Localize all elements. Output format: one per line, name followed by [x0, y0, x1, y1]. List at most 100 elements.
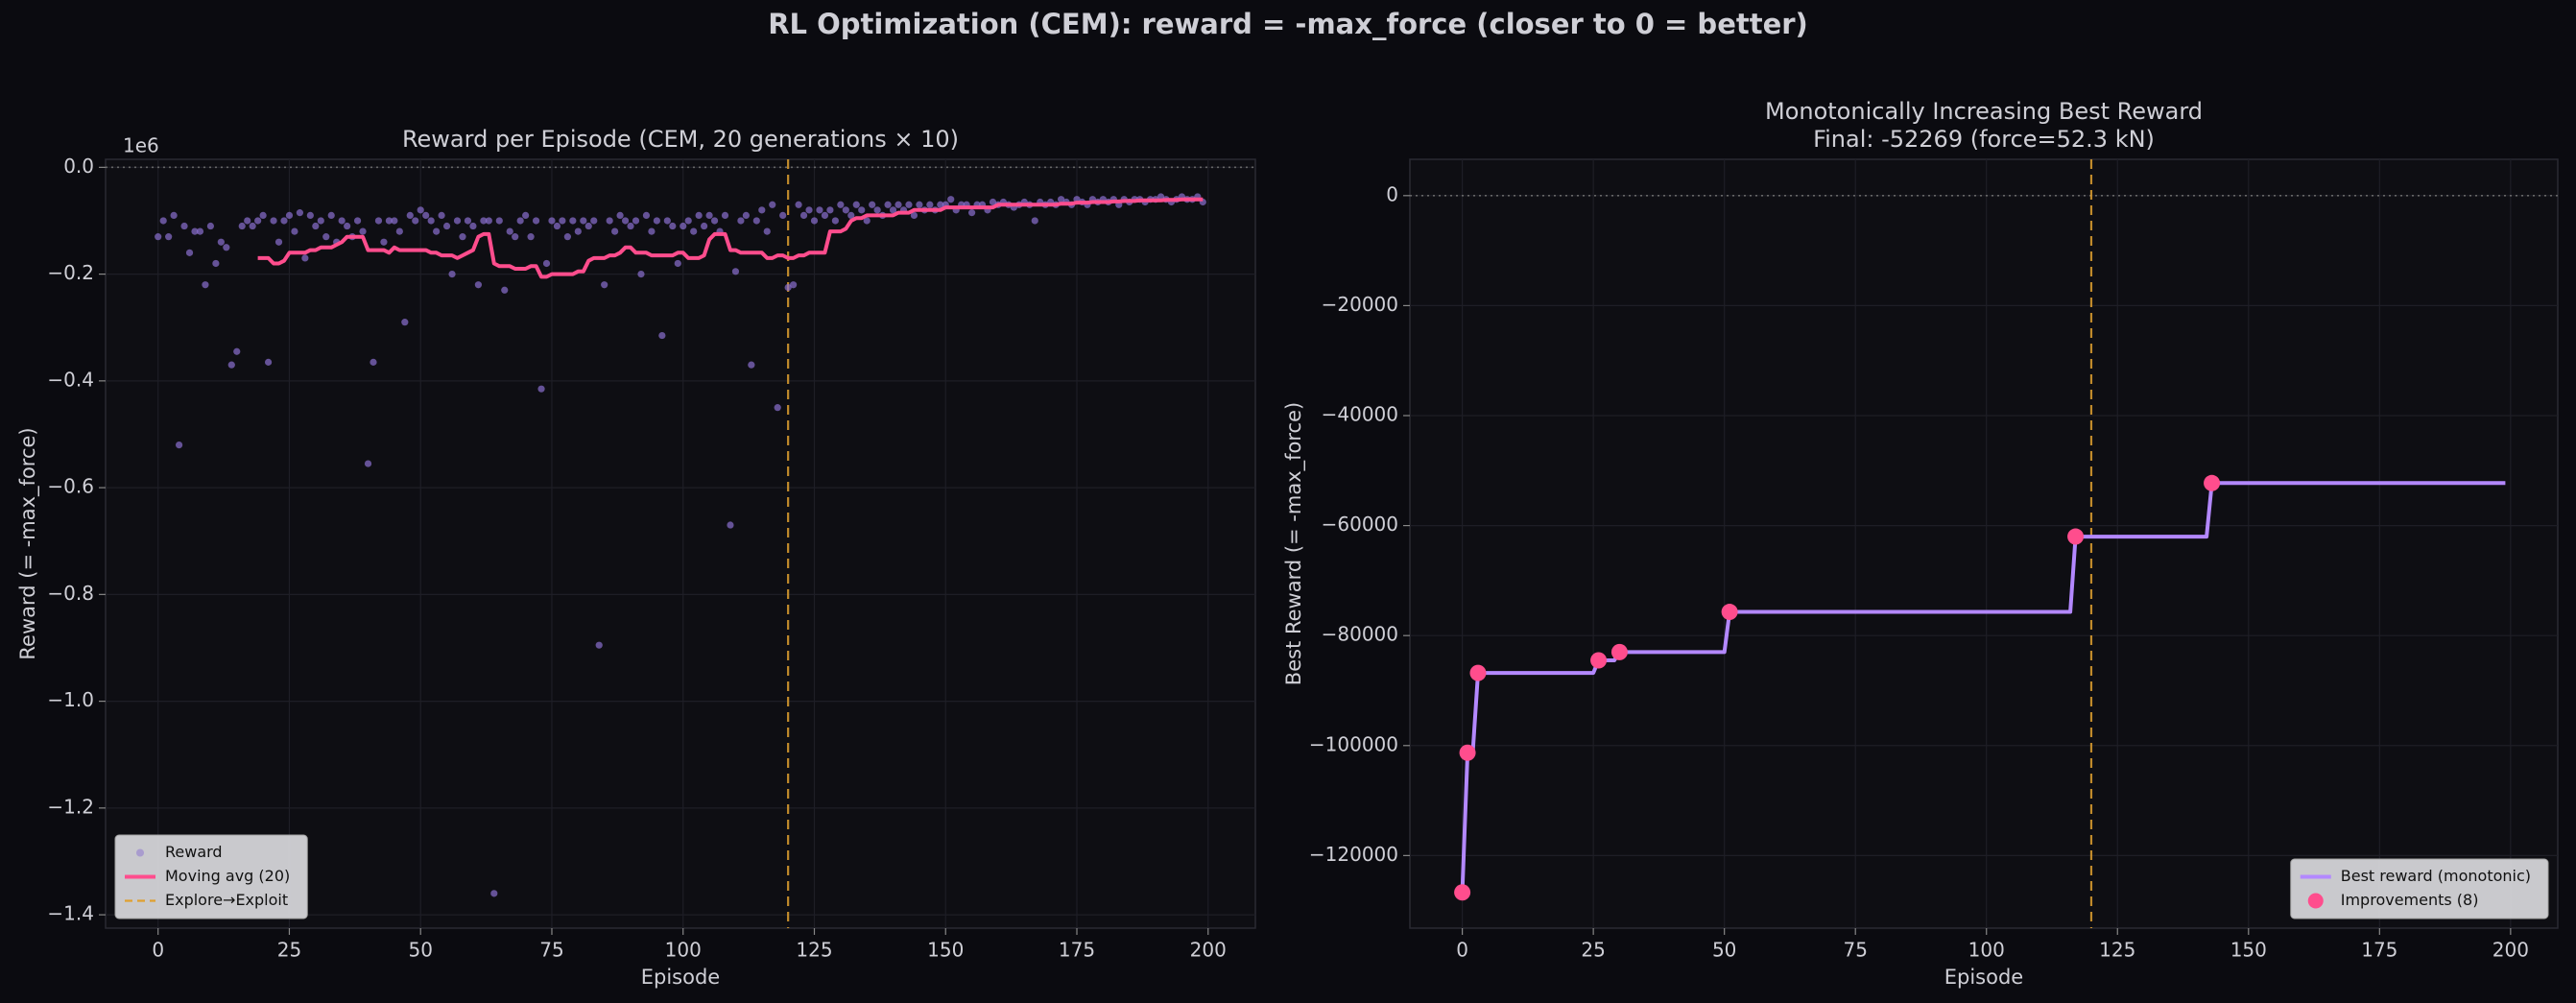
- scatter-point: [469, 222, 477, 230]
- y-tick-label: 0: [1386, 182, 1398, 205]
- scatter-point: [873, 206, 881, 214]
- y-tick-label: −40000: [1322, 403, 1398, 426]
- y-tick-label: −80000: [1322, 623, 1398, 646]
- scatter-point: [459, 233, 466, 241]
- scatter-point: [595, 641, 603, 649]
- y-tick-label: −120000: [1309, 843, 1398, 866]
- scatter-point: [842, 206, 849, 214]
- scatter-point: [233, 347, 241, 355]
- y-tick-label: −1.0: [47, 688, 94, 711]
- scatter-point: [701, 222, 708, 230]
- scatter-point: [159, 217, 167, 225]
- scatter-point: [779, 211, 787, 220]
- scatter-point: [259, 211, 267, 220]
- scatter-point: [280, 217, 288, 225]
- scatter-point: [206, 222, 215, 230]
- x-tick-label: 25: [277, 939, 301, 962]
- scatter-point: [826, 206, 834, 214]
- scatter-point: [1031, 217, 1038, 225]
- scatter-point: [175, 441, 183, 449]
- scatter-point: [606, 217, 613, 225]
- scatter-point: [926, 201, 934, 208]
- scatter-point: [506, 227, 513, 235]
- scatter-point: [905, 201, 913, 208]
- scatter-point: [516, 217, 524, 225]
- x-tick-label: 25: [1581, 939, 1605, 962]
- x-tick-label: 100: [665, 939, 702, 962]
- x-tick-label: 150: [927, 939, 964, 962]
- scatter-point: [774, 404, 781, 412]
- scatter-point: [433, 227, 441, 235]
- scatter-point: [464, 217, 472, 225]
- y-tick-label: −60000: [1322, 513, 1398, 536]
- scatter-point: [406, 211, 414, 220]
- scatter-point: [894, 201, 902, 208]
- scatter-point: [563, 233, 571, 241]
- scatter-point: [574, 227, 582, 235]
- scatter-point: [553, 222, 561, 230]
- scatter-point: [291, 227, 298, 235]
- scatter-point: [442, 222, 451, 230]
- scatter-point: [1721, 604, 1738, 621]
- scatter-point: [522, 211, 530, 220]
- scatter-point: [391, 217, 398, 225]
- scatter-point: [858, 206, 866, 214]
- scatter-point: [254, 217, 262, 225]
- scatter-point: [270, 217, 277, 225]
- scatter-point: [327, 211, 335, 220]
- scatter-point: [748, 361, 755, 369]
- scatter-point: [370, 358, 377, 366]
- scatter-point: [249, 222, 256, 230]
- scatter-point: [821, 211, 829, 220]
- scatter-point: [422, 211, 430, 220]
- scatter-point: [512, 233, 519, 241]
- scatter-point: [296, 209, 304, 217]
- x-axis-label: Episode: [641, 966, 720, 989]
- y-tick-label: 0.0: [63, 155, 94, 178]
- scatter-point: [569, 217, 577, 225]
- x-tick-label: 0: [152, 939, 164, 962]
- scatter-point: [1459, 744, 1476, 761]
- scatter-point: [1057, 196, 1065, 203]
- scatter-point: [217, 238, 225, 246]
- scatter-point: [185, 249, 194, 256]
- scatter-point: [317, 217, 324, 225]
- scatter-point: [884, 201, 892, 208]
- x-axis-label: Episode: [1944, 966, 2023, 989]
- series-line: [1460, 481, 2506, 893]
- scatter-point: [244, 217, 251, 225]
- x-tick-label: 100: [1968, 939, 2005, 962]
- y-axis-label: Best Reward (= -max_force): [1282, 402, 1306, 685]
- scatter-point: [301, 254, 309, 262]
- scatter-point: [680, 222, 687, 230]
- legend-label: Improvements (8): [2341, 891, 2479, 909]
- scatter-point: [989, 198, 997, 206]
- x-tick-label: 75: [539, 939, 563, 962]
- scatter-point: [968, 209, 976, 217]
- scatter-point: [495, 217, 503, 225]
- scatter-point: [837, 201, 845, 208]
- scatter-point: [669, 222, 677, 230]
- x-tick-label: 125: [796, 939, 832, 962]
- scatter-point: [542, 259, 551, 268]
- scatter-point: [1590, 652, 1608, 669]
- subplot-title: Monotonically Increasing Best Reward: [1765, 98, 2203, 125]
- scatter-point: [863, 217, 871, 225]
- y-tick-label: −0.6: [47, 475, 94, 498]
- scatter-point: [501, 286, 509, 294]
- figure-title: RL Optimization (CEM): reward = -max_for…: [768, 8, 1808, 40]
- scatter-point: [155, 233, 162, 241]
- legend-box: [114, 834, 308, 919]
- scatter-point: [532, 217, 540, 225]
- scatter-point: [627, 222, 634, 230]
- scatter-point: [705, 211, 713, 220]
- x-tick-label: 200: [1190, 939, 1227, 962]
- scatter-point: [338, 217, 346, 225]
- legend-swatch: [136, 848, 144, 857]
- scatter-point: [674, 259, 681, 268]
- scatter-point: [690, 227, 698, 235]
- scatter-point: [1454, 884, 1471, 901]
- scatter-point: [170, 211, 178, 220]
